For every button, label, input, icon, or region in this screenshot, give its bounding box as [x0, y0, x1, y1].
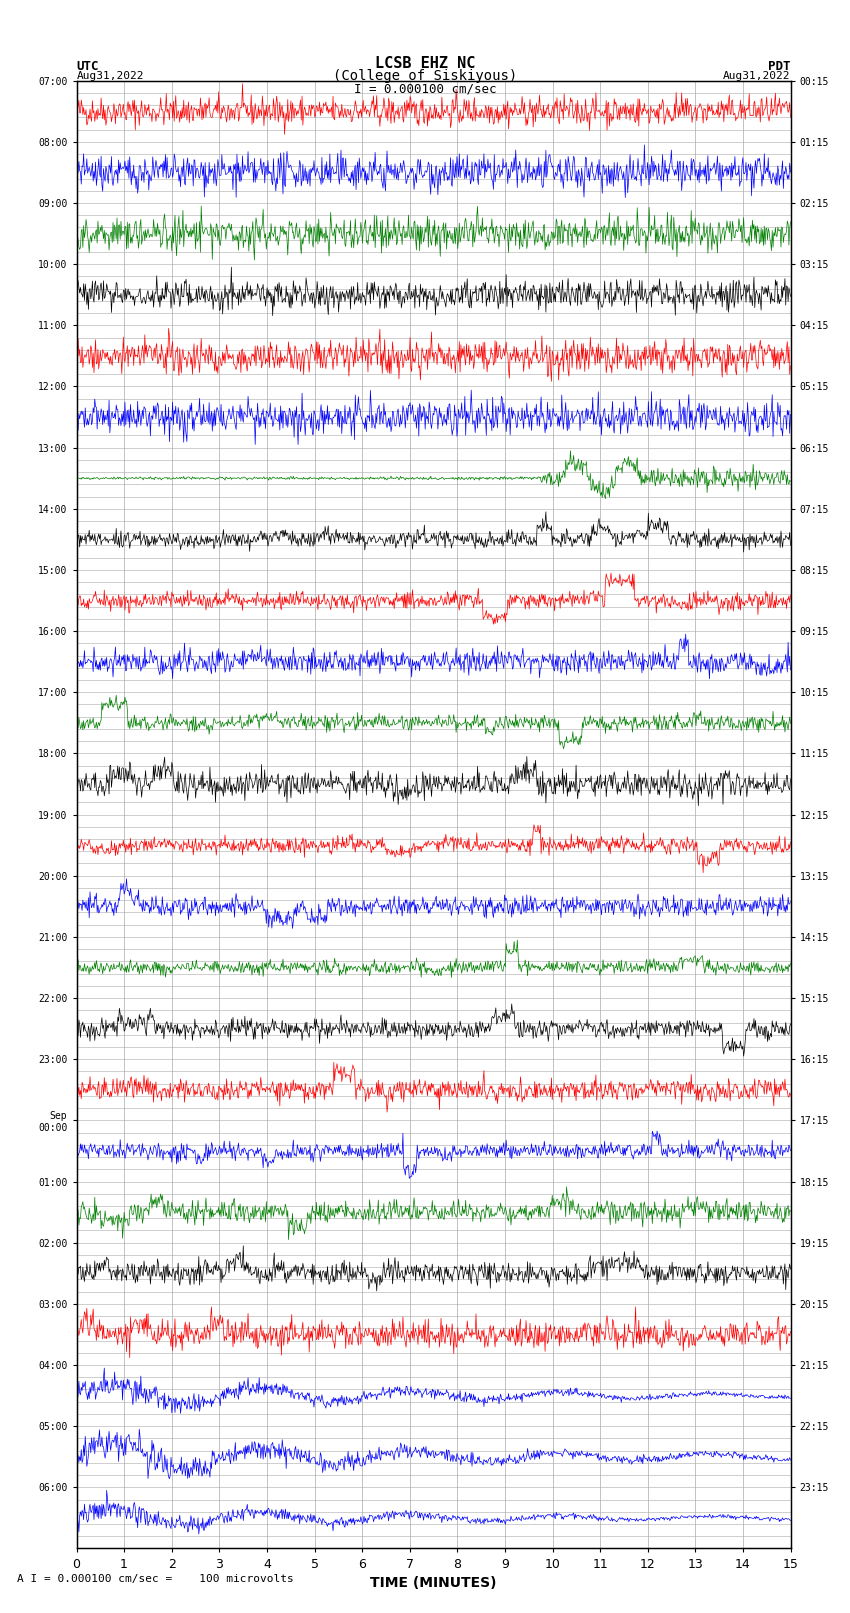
Text: LCSB EHZ NC: LCSB EHZ NC: [375, 56, 475, 71]
Text: A I = 0.000100 cm/sec =    100 microvolts: A I = 0.000100 cm/sec = 100 microvolts: [17, 1574, 294, 1584]
Text: I = 0.000100 cm/sec: I = 0.000100 cm/sec: [354, 82, 496, 95]
Text: PDT: PDT: [768, 60, 790, 73]
X-axis label: TIME (MINUTES): TIME (MINUTES): [371, 1576, 496, 1590]
Text: (College of Siskiyous): (College of Siskiyous): [333, 69, 517, 84]
Text: Aug31,2022: Aug31,2022: [76, 71, 144, 81]
Text: Aug31,2022: Aug31,2022: [723, 71, 791, 81]
Text: UTC: UTC: [76, 60, 99, 73]
